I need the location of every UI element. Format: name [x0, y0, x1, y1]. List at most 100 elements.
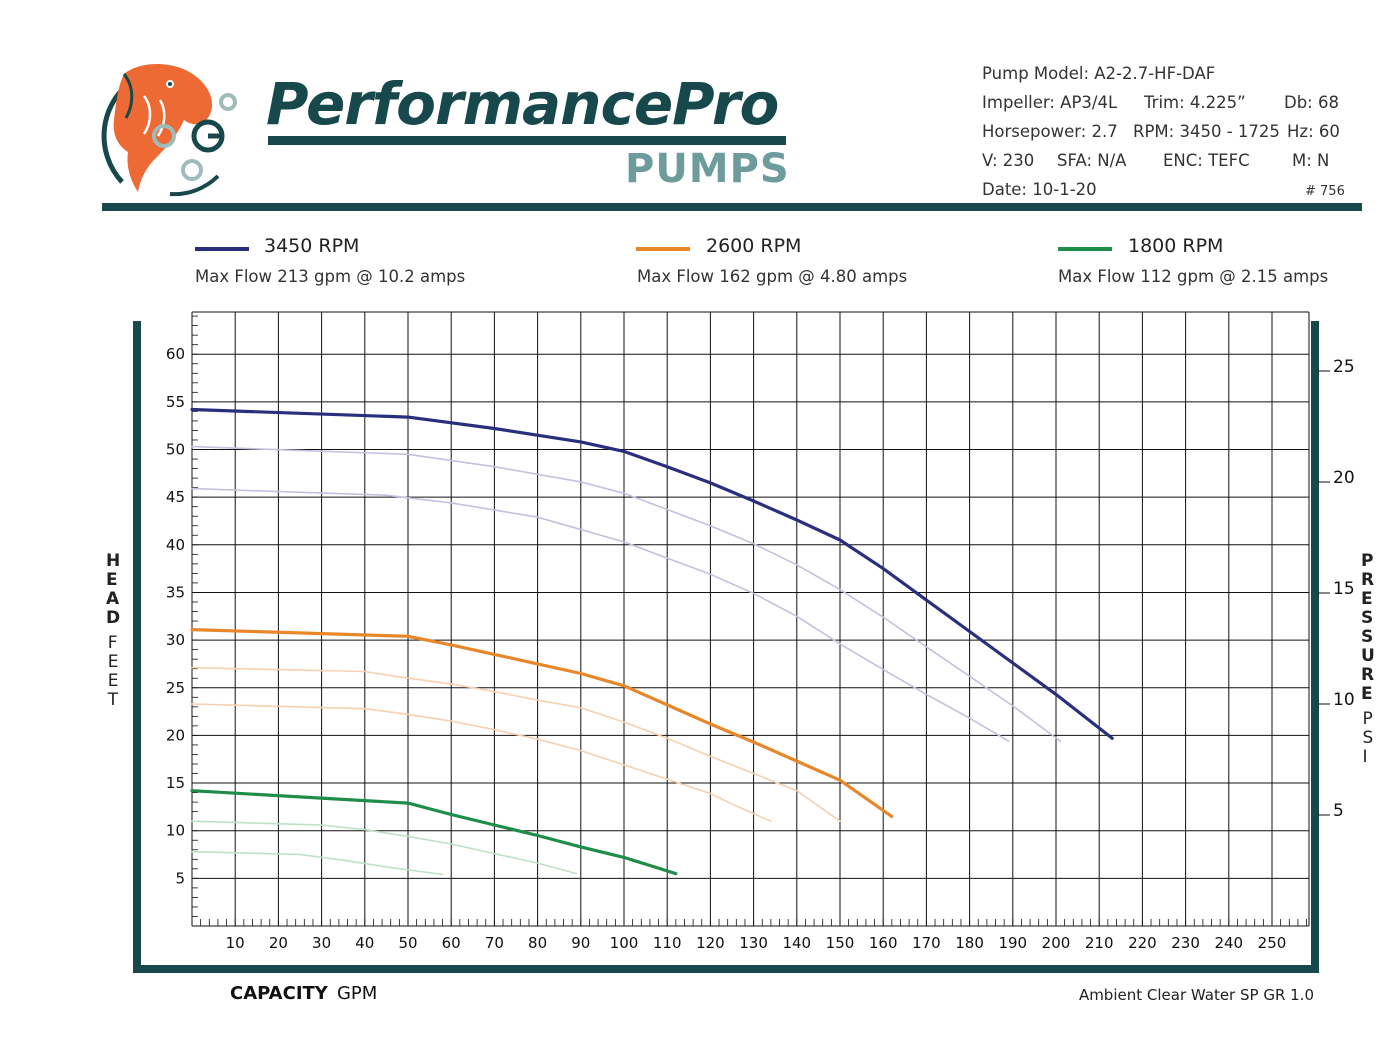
y-tick-label: 50	[166, 441, 185, 459]
legend-title-2600: 2600 RPM	[706, 235, 802, 257]
axis-title-letter: P	[1362, 709, 1373, 729]
x-tick-label: 140	[782, 934, 811, 952]
psi-tick-label: 20	[1333, 468, 1355, 488]
y-tick-label: 25	[166, 679, 185, 697]
axis-title-letter: R	[1361, 665, 1375, 685]
x-tick-label: 220	[1128, 934, 1157, 952]
x-tick-label: 240	[1214, 934, 1243, 952]
axis-title-letter: E	[1361, 684, 1373, 704]
x-axis-title-light: GPM	[336, 983, 378, 1004]
psi-tick-label: 5	[1333, 801, 1344, 821]
y-tick-label: 45	[166, 488, 185, 506]
axis-title-letter: I	[1362, 747, 1368, 767]
x-tick-label: 190	[998, 934, 1027, 952]
x-tick-label: 160	[869, 934, 898, 952]
spec-m: M: N	[1292, 151, 1330, 170]
curve-3450-rpm	[190, 407, 1114, 740]
spec-rpm: RPM: 3450 - 1725	[1133, 122, 1280, 141]
x-axis-title-bold: CAPACITY	[230, 983, 328, 1004]
spec-pump-model: Pump Model: A2-2.7-HF-DAF	[982, 64, 1216, 83]
trim-curve	[191, 820, 578, 875]
x-tick-label: 200	[1042, 934, 1071, 952]
spec-voltage: V: 230	[982, 151, 1035, 170]
chart-frame-top-gap	[133, 309, 1319, 321]
legend-swatch-2600	[636, 247, 690, 251]
trim-curve	[191, 445, 1062, 742]
spec-horsepower: Horsepower: 2.7	[982, 122, 1118, 141]
y-tick-label: 30	[166, 631, 185, 649]
axis-title-letter: S	[1361, 608, 1374, 628]
y-tick-label: 40	[166, 536, 185, 554]
psi-tick-label: 15	[1333, 579, 1355, 599]
brand-underline	[268, 136, 786, 145]
curve-2600-rpm	[190, 628, 894, 818]
chart-frame	[133, 309, 1319, 973]
axis-title-letter: D	[106, 608, 121, 628]
psi-tick-label: 10	[1333, 690, 1355, 710]
x-tick-label: 80	[528, 934, 547, 952]
x-tick-label: 70	[485, 934, 504, 952]
x-tick-label: 230	[1171, 934, 1200, 952]
spec-enc: ENC: TEFC	[1163, 151, 1250, 170]
y-tick-label: 15	[166, 774, 185, 792]
x-tick-label: 20	[269, 934, 288, 952]
trim-curve	[191, 703, 772, 822]
psi-tick-label: 25	[1333, 357, 1355, 377]
axis-title-letter: S	[1362, 728, 1374, 748]
x-tick-label: 30	[312, 934, 331, 952]
spec-hz: Hz: 60	[1287, 122, 1340, 141]
x-tick-label: 180	[955, 934, 984, 952]
x-tick-label: 100	[610, 934, 639, 952]
y-tick-label: 35	[166, 583, 185, 601]
spec-trim: Trim: 4.225”	[1144, 93, 1246, 112]
brand-subtitle: PUMPS	[625, 146, 790, 192]
doc-number: # 756	[1305, 184, 1345, 199]
x-tick-label: 210	[1085, 934, 1114, 952]
legend-title-1800: 1800 RPM	[1128, 235, 1224, 257]
x-tick-label: 120	[696, 934, 725, 952]
axis-title-letter: A	[106, 589, 120, 609]
trim-curve	[191, 850, 444, 876]
axis-title-letter: E	[107, 652, 119, 672]
header-divider	[102, 203, 1362, 211]
brand-name: PerformancePro	[266, 70, 779, 138]
y-tick-label: 60	[166, 345, 185, 363]
spec-date: Date: 10-1-20	[982, 180, 1097, 199]
x-tick-label: 90	[571, 934, 590, 952]
y-tick-label: 10	[166, 822, 185, 840]
axis-title-letter: E	[107, 671, 119, 691]
axis-title-letter: S	[1361, 627, 1374, 647]
x-axis-title: CAPACITY GPM	[230, 983, 377, 1004]
axis-title-letter: T	[107, 690, 119, 710]
spec-impeller: Impeller: AP3/4L	[982, 93, 1118, 112]
axis-title-letter: E	[106, 570, 118, 590]
legend-sub-2600: Max Flow 162 gpm @ 4.80 amps	[637, 267, 908, 286]
trim-curve	[191, 666, 841, 822]
x-tick-label: 10	[226, 934, 245, 952]
curve-1800-rpm	[190, 789, 678, 876]
x-tick-label: 250	[1258, 934, 1287, 952]
trim-curve	[191, 487, 1010, 742]
x-tick-label: 170	[912, 934, 941, 952]
axis-title-letter: H	[106, 551, 121, 571]
spec-db: Db: 68	[1284, 93, 1339, 112]
y-tick-label: 5	[175, 869, 185, 887]
x-tick-label: 50	[398, 934, 417, 952]
x-tick-label: 60	[442, 934, 461, 952]
spec-sfa: SFA: N/A	[1057, 151, 1127, 170]
legend-sub-3450: Max Flow 213 gpm @ 10.2 amps	[195, 267, 466, 286]
koi-fish-logo	[101, 63, 237, 197]
axis-title-letter: P	[1361, 551, 1374, 571]
x-tick-label: 150	[826, 934, 855, 952]
axis-title-letter: E	[1361, 589, 1373, 609]
legend-swatch-3450	[195, 247, 249, 251]
axis-title-letter: F	[107, 633, 118, 653]
x-tick-label: 40	[355, 934, 374, 952]
